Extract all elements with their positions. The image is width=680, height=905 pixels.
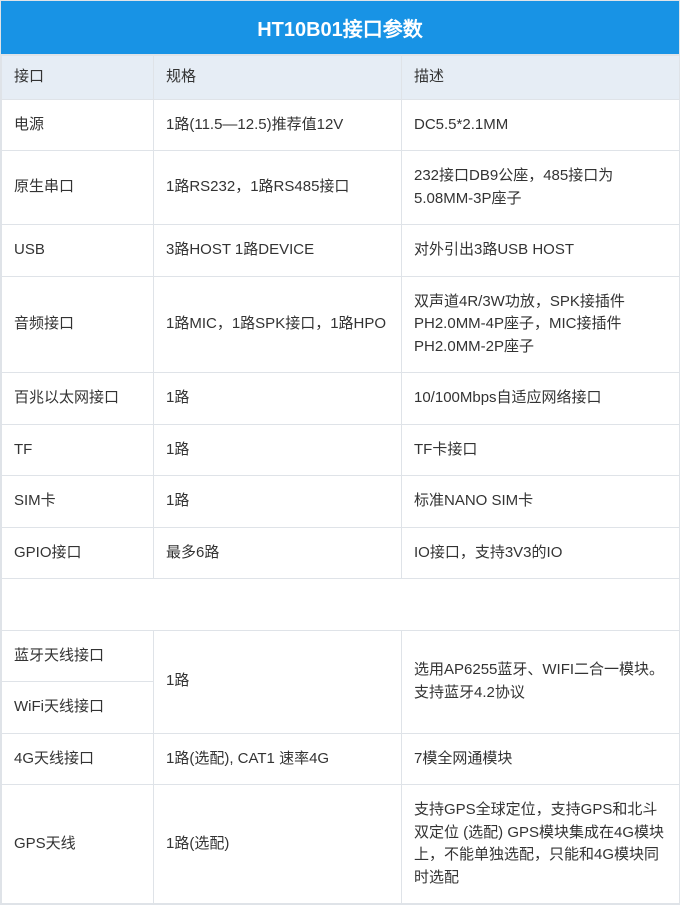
cell-desc: 232接口DB9公座，485接口为5.08MM-3P座子 (402, 151, 680, 225)
cell-interface: 原生串口 (2, 151, 154, 225)
cell-interface: GPS天线 (2, 785, 154, 904)
cell-desc: DC5.5*2.1MM (402, 99, 680, 151)
gap-row (2, 579, 680, 631)
cell-spec: 最多6路 (154, 527, 402, 579)
cell-desc: 标准NANO SIM卡 (402, 476, 680, 528)
table-row: 蓝牙天线接口 1路 选用AP6255蓝牙、WIFI二合一模块。支持蓝牙4.2协议 (2, 630, 680, 682)
cell-interface: WiFi天线接口 (2, 682, 154, 734)
col-header-desc: 描述 (402, 56, 680, 100)
gap-cell (154, 579, 402, 631)
cell-interface: USB (2, 225, 154, 277)
cell-spec: 1路MIC，1路SPK接口，1路HPO (154, 276, 402, 373)
cell-spec: 1路 (154, 476, 402, 528)
table-row: 音频接口 1路MIC，1路SPK接口，1路HPO 双声道4R/3W功放，SPK接… (2, 276, 680, 373)
cell-interface: 4G天线接口 (2, 733, 154, 785)
gap-cell (2, 579, 154, 631)
cell-desc: 对外引出3路USB HOST (402, 225, 680, 277)
cell-spec: 1路 (154, 424, 402, 476)
table-row: TF 1路 TF卡接口 (2, 424, 680, 476)
cell-spec: 1路(11.5—12.5)推荐值12V (154, 99, 402, 151)
table-row: GPS天线 1路(选配) 支持GPS全球定位，支持GPS和北斗双定位 (选配) … (2, 785, 680, 904)
cell-interface: SIM卡 (2, 476, 154, 528)
col-header-interface: 接口 (2, 56, 154, 100)
cell-desc: 10/100Mbps自适应网络接口 (402, 373, 680, 425)
spec-table-container: HT10B01接口参数 接口 规格 描述 电源 1路(11.5—12.5)推荐值… (0, 0, 680, 905)
table-row: 4G天线接口 1路(选配), CAT1 速率4G 7模全网通模块 (2, 733, 680, 785)
cell-desc: 双声道4R/3W功放，SPK接插件PH2.0MM-4P座子，MIC接插件PH2.… (402, 276, 680, 373)
table-row: USB 3路HOST 1路DEVICE 对外引出3路USB HOST (2, 225, 680, 277)
table-row: GPIO接口 最多6路 IO接口，支持3V3的IO (2, 527, 680, 579)
table-title: HT10B01接口参数 (1, 1, 679, 55)
cell-desc: TF卡接口 (402, 424, 680, 476)
col-header-spec: 规格 (154, 56, 402, 100)
cell-spec: 1路 (154, 630, 402, 733)
cell-spec: 1路(选配) (154, 785, 402, 904)
cell-desc: 选用AP6255蓝牙、WIFI二合一模块。支持蓝牙4.2协议 (402, 630, 680, 733)
cell-interface: 音频接口 (2, 276, 154, 373)
spec-table: 接口 规格 描述 电源 1路(11.5—12.5)推荐值12V DC5.5*2.… (1, 55, 680, 904)
cell-spec: 3路HOST 1路DEVICE (154, 225, 402, 277)
cell-spec: 1路 (154, 373, 402, 425)
cell-spec: 1路(选配), CAT1 速率4G (154, 733, 402, 785)
cell-interface: TF (2, 424, 154, 476)
cell-interface: 百兆以太网接口 (2, 373, 154, 425)
cell-interface: 蓝牙天线接口 (2, 630, 154, 682)
cell-spec: 1路RS232，1路RS485接口 (154, 151, 402, 225)
table-row: 百兆以太网接口 1路 10/100Mbps自适应网络接口 (2, 373, 680, 425)
table-row: SIM卡 1路 标准NANO SIM卡 (2, 476, 680, 528)
cell-desc: IO接口，支持3V3的IO (402, 527, 680, 579)
cell-interface: 电源 (2, 99, 154, 151)
gap-cell (402, 579, 680, 631)
cell-interface: GPIO接口 (2, 527, 154, 579)
table-row: 原生串口 1路RS232，1路RS485接口 232接口DB9公座，485接口为… (2, 151, 680, 225)
cell-desc: 支持GPS全球定位，支持GPS和北斗双定位 (选配) GPS模块集成在4G模块上… (402, 785, 680, 904)
table-row: 电源 1路(11.5—12.5)推荐值12V DC5.5*2.1MM (2, 99, 680, 151)
column-header-row: 接口 规格 描述 (2, 56, 680, 100)
cell-desc: 7模全网通模块 (402, 733, 680, 785)
